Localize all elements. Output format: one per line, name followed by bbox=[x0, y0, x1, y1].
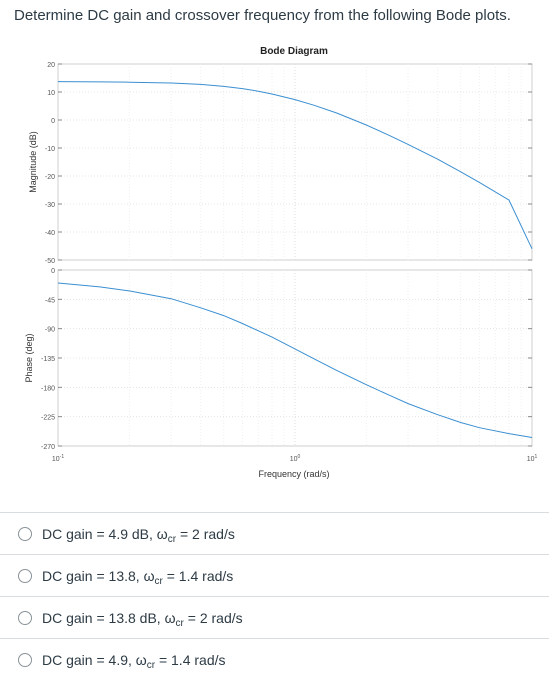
chart-title: Bode Diagram bbox=[260, 46, 328, 57]
phase-y-tick-label: -270 bbox=[41, 444, 55, 451]
phase-series bbox=[57, 282, 533, 438]
question-text: Determine DC gain and crossover frequenc… bbox=[14, 7, 511, 24]
magnitude-panel: 20 10 0 -10 -20 -30 -40 -50 Magnitude (dB) bbox=[28, 62, 533, 265]
answer-option[interactable]: DC gain = 13.8 dB, ωcr = 2 rad/s bbox=[0, 597, 549, 638]
magnitude-series-line bbox=[57, 81, 533, 250]
magnitude-y-tick-label: 20 bbox=[47, 62, 55, 69]
answer-label: DC gain = 13.8, ωcr = 1.4 rad/s bbox=[42, 567, 234, 587]
x-tick-label: 10-1 bbox=[52, 454, 64, 463]
phase-y-tick-label: 0 bbox=[51, 268, 55, 275]
answer-label: DC gain = 4.9, ωcr = 1.4 rad/s bbox=[42, 651, 226, 671]
phase-y-tick-label: -45 bbox=[45, 297, 55, 304]
x-tick-label: 100 bbox=[290, 454, 301, 463]
magnitude-y-tick-label: 0 bbox=[51, 118, 55, 125]
phase-series-line bbox=[57, 282, 533, 438]
divider bbox=[0, 638, 549, 639]
magnitude-y-tick-label: -10 bbox=[45, 146, 55, 153]
x-axis-label: Frequency (rad/s) bbox=[258, 469, 329, 479]
phase-y-label: Phase (deg) bbox=[24, 333, 34, 382]
phase-panel: 0 -45 -90 -135 -180 -225 -270 Phase (deg) bbox=[24, 268, 533, 451]
answer-option[interactable]: DC gain = 4.9, ωcr = 1.4 rad/s bbox=[0, 639, 549, 680]
answer-list: DC gain = 4.9 dB, ωcr = 2 rad/s DC gain … bbox=[0, 512, 549, 680]
radio-button[interactable] bbox=[18, 526, 32, 541]
phase-y-tick-label: -225 bbox=[41, 415, 55, 422]
phase-grid bbox=[58, 270, 532, 446]
magnitude-grid bbox=[58, 64, 532, 260]
magnitude-y-tick-label: -20 bbox=[45, 174, 55, 181]
divider bbox=[0, 512, 549, 513]
magnitude-y-tick-label: -50 bbox=[45, 258, 55, 265]
magnitude-y-ticks: 20 10 0 -10 -20 -30 -40 -50 bbox=[45, 62, 532, 265]
magnitude-y-tick-label: -40 bbox=[45, 230, 55, 237]
magnitude-series bbox=[57, 81, 533, 250]
radio-button[interactable] bbox=[18, 568, 32, 583]
phase-y-ticks: 0 -45 -90 -135 -180 -225 -270 bbox=[41, 268, 532, 451]
magnitude-plot-area bbox=[57, 63, 533, 261]
magnitude-y-tick-label: -30 bbox=[45, 202, 55, 209]
magnitude-y-tick-label: 10 bbox=[47, 90, 55, 97]
answer-option[interactable]: DC gain = 4.9 dB, ωcr = 2 rad/s bbox=[0, 513, 549, 554]
phase-y-tick-label: -90 bbox=[45, 327, 55, 334]
phase-y-tick-label: -135 bbox=[41, 356, 55, 363]
answer-option[interactable]: DC gain = 13.8, ωcr = 1.4 rad/s bbox=[0, 555, 549, 596]
answer-label: DC gain = 4.9 dB, ωcr = 2 rad/s bbox=[42, 525, 235, 545]
x-axis-ticks: 10-1 100 101 bbox=[52, 454, 538, 463]
radio-button[interactable] bbox=[18, 610, 32, 625]
divider bbox=[0, 596, 549, 597]
x-tick-label: 101 bbox=[527, 454, 538, 463]
radio-button[interactable] bbox=[18, 652, 32, 667]
magnitude-y-label: Magnitude (dB) bbox=[28, 131, 38, 193]
phase-y-tick-label: -180 bbox=[41, 385, 55, 392]
divider bbox=[0, 554, 549, 555]
answer-label: DC gain = 13.8 dB, ωcr = 2 rad/s bbox=[42, 609, 243, 629]
